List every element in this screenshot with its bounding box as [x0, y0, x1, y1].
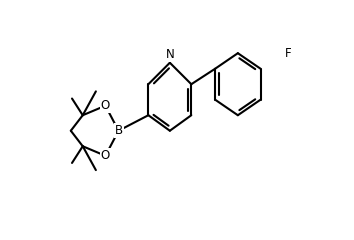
- Text: F: F: [285, 47, 292, 60]
- Text: O: O: [101, 99, 110, 112]
- Text: N: N: [165, 48, 174, 61]
- Text: O: O: [101, 149, 110, 162]
- Text: B: B: [114, 124, 122, 137]
